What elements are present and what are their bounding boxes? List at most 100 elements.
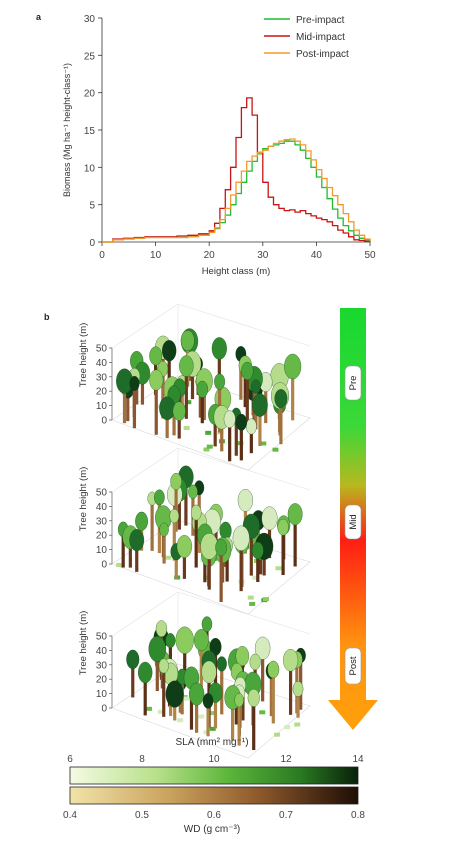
tree-trunk [183, 640, 187, 671]
tree-trunk [162, 665, 166, 717]
sla-tick: 12 [280, 754, 292, 765]
tree-crown [234, 693, 244, 708]
panel-a-legend: Pre-impact Mid-impact Post-impact [264, 15, 349, 60]
y-tick-label: 5 [89, 201, 95, 212]
tree-crown [283, 649, 299, 672]
sla-label: SLA (mm² mg⁻¹) [175, 737, 248, 748]
tree-trunk [128, 537, 132, 568]
stand-grid [111, 303, 179, 349]
stand-z-tick-label: 30 [96, 372, 108, 383]
ground-cell [183, 426, 190, 431]
tree-trunk [189, 677, 194, 730]
tree-crown [252, 393, 268, 417]
stand-z-tick-label: 30 [96, 516, 108, 527]
tree-trunk [162, 529, 166, 564]
tree-trunk [281, 527, 285, 575]
tree-trunk [184, 366, 188, 419]
tree-crown [241, 361, 254, 381]
tree-crown [254, 636, 271, 660]
tree-trunk [213, 692, 218, 729]
arrow-label-mid-box [344, 504, 362, 540]
ground-cell [185, 400, 192, 405]
tree-crown [246, 418, 257, 435]
tree-trunk [140, 373, 145, 405]
panel-a-series [102, 97, 371, 243]
stand-z-tick-label: 30 [96, 660, 108, 671]
tree-trunk [132, 383, 137, 429]
ground-cell [274, 732, 281, 737]
wd-tick-labels: 0.4 0.5 0.6 0.7 0.8 [63, 810, 365, 821]
sla-tick-labels: 6 8 10 12 14 [67, 754, 364, 765]
ground-cell [252, 575, 259, 580]
ground-cell [205, 430, 212, 435]
wd-tick: 0.6 [207, 810, 221, 821]
tree-trunk [122, 381, 127, 424]
tree-crown [214, 373, 226, 390]
tree-crown [223, 410, 236, 428]
y-tick-label: 20 [84, 89, 96, 100]
stand-z-tick-label: 0 [101, 560, 107, 571]
tree-trunk [239, 353, 243, 400]
tree-trunk [126, 389, 130, 422]
tree-crown [235, 413, 248, 431]
legend-label-post: Post-impact [296, 49, 349, 60]
tree-trunk [155, 648, 159, 692]
tree-crown [287, 503, 303, 526]
arrow-label-mid: Mid [348, 514, 359, 529]
stand-z-tick-label: 0 [101, 704, 107, 715]
ground-cell [262, 597, 269, 602]
ground-cell [116, 562, 123, 567]
stand-pre-impact: 0 10 20 30 40 50 [96, 303, 311, 471]
stand-post-y-label: Tree height (m) [78, 611, 89, 676]
tree-trunk [219, 547, 223, 603]
panel-a-x-ticks: 0 10 20 30 40 50 [99, 242, 376, 261]
tree-trunk [220, 417, 224, 452]
tree-trunk [177, 411, 181, 439]
tree-trunk [199, 640, 203, 688]
stand-z-tick-label: 50 [96, 344, 108, 355]
tree-trunk [288, 660, 293, 715]
ground-cell [260, 441, 267, 446]
x-tick-label: 30 [257, 250, 269, 261]
tree-trunk [234, 414, 238, 456]
tree-trunk [121, 529, 125, 568]
impact-arrow: Pre Mid Post [328, 308, 378, 730]
tree-trunk [177, 489, 181, 530]
sla-colorbar [69, 766, 359, 785]
tree-trunk [165, 408, 169, 439]
ground-cell [249, 601, 256, 606]
tree-trunk [131, 659, 135, 698]
stand-z-tick-label: 20 [96, 531, 108, 542]
tree-crown [176, 535, 193, 558]
ground-cell [145, 706, 152, 711]
y-tick-label: 10 [84, 163, 96, 174]
stand-grid [177, 303, 311, 347]
tree-crown [159, 522, 169, 537]
tree-trunk [258, 547, 263, 575]
ground-cell [206, 444, 213, 449]
tree-crown [180, 330, 195, 351]
stand-z-tick-label: 50 [96, 632, 108, 643]
tree-trunk [239, 538, 243, 592]
panel-a-y-label: Biomass (Mg ha⁻¹ height-class⁻¹) [62, 63, 72, 197]
sla-tick: 8 [139, 754, 145, 765]
wd-tick: 0.5 [135, 810, 149, 821]
tree-crown [135, 511, 148, 531]
stand-grid [111, 447, 179, 493]
tree-crown [159, 396, 176, 421]
tree-trunk [202, 380, 206, 421]
x-tick-label: 0 [99, 250, 105, 261]
tree-trunk [291, 366, 295, 421]
tree-crown [170, 472, 182, 490]
tree-trunk [225, 545, 229, 582]
tree-trunk [237, 700, 241, 746]
tree-trunk [249, 426, 253, 454]
ground-cell [294, 722, 301, 727]
panel-a-y-ticks: 0 5 10 15 20 25 30 [84, 14, 102, 249]
tree-crown [247, 688, 260, 707]
tree-trunk [262, 546, 266, 576]
tree-crown [235, 646, 250, 666]
stand-z-tick-label: 40 [96, 646, 108, 657]
tree-crown [292, 681, 304, 697]
tree-crown [138, 661, 153, 684]
